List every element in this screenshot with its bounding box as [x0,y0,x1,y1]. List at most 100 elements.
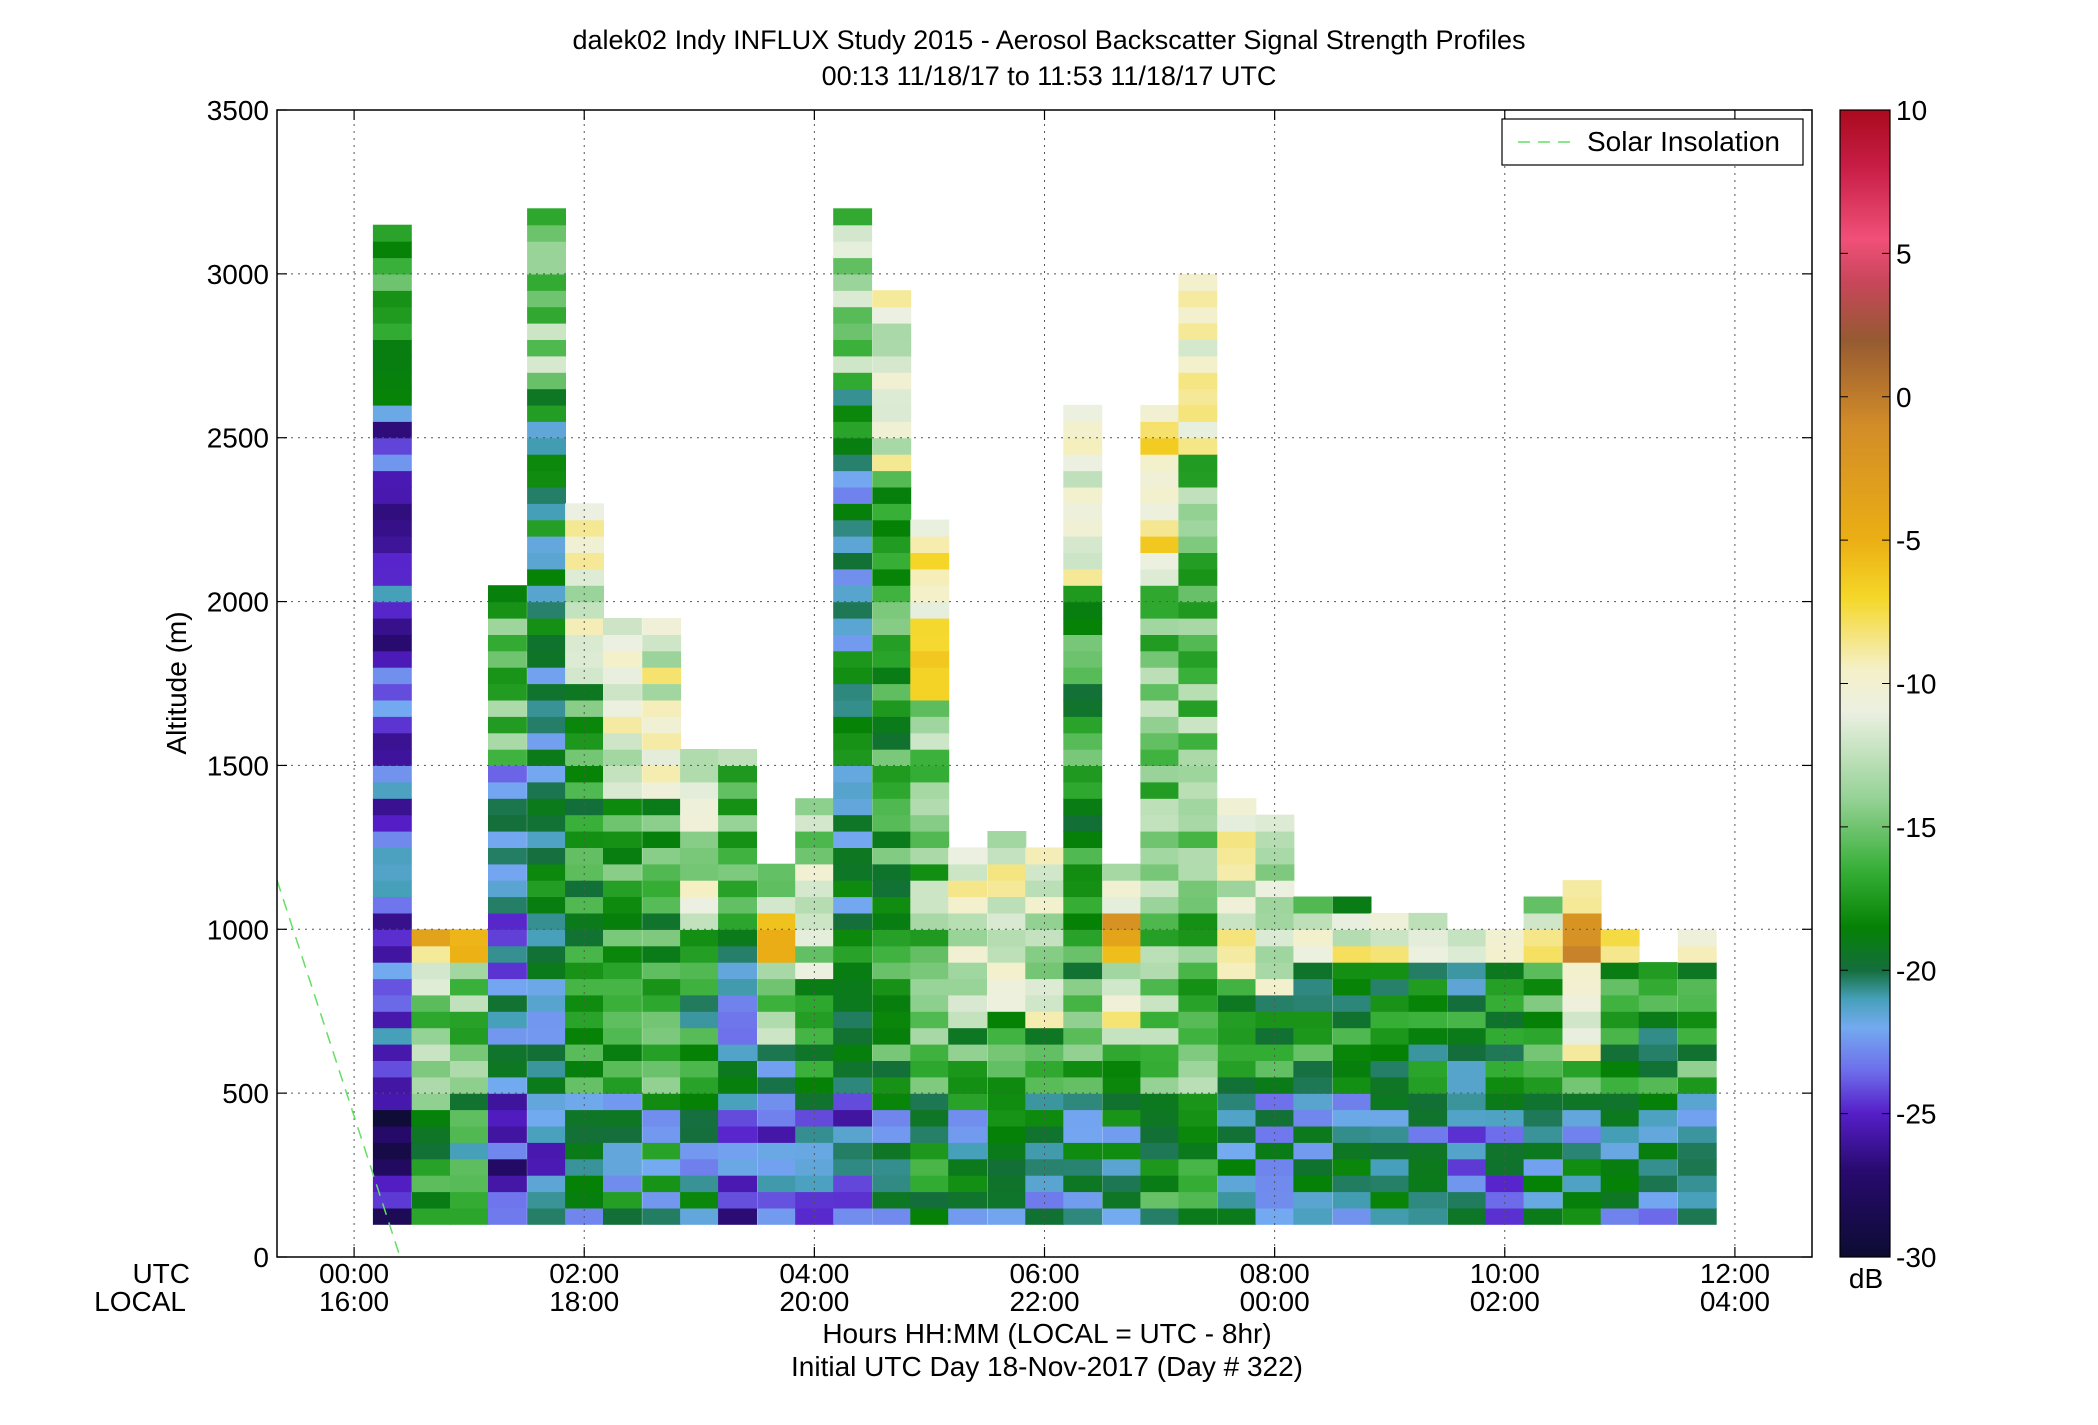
heatmap-cell [372,994,412,1012]
heatmap-cell [642,1175,682,1193]
heatmap-cell [1063,404,1103,422]
heatmap-cell [488,683,527,701]
heatmap-cell [872,388,912,406]
heatmap-cell [1600,1076,1640,1094]
heatmap-cell [450,1044,489,1061]
heatmap-cell [1217,978,1257,996]
heatmap-cell [795,847,835,865]
heatmap-cell [1102,1060,1142,1078]
heatmap-cell [1638,1027,1678,1045]
heatmap-cell [910,1142,950,1160]
heatmap-cell [527,290,566,308]
heatmap-cell [795,896,835,914]
heatmap-cell [833,404,873,422]
heatmap-cell [565,847,604,865]
heatmap-cell [1140,454,1180,472]
heatmap-cell [1293,896,1333,914]
heatmap-cell [1408,1044,1448,1061]
heatmap-cell [1178,1060,1218,1078]
heatmap-cell [1025,1044,1065,1061]
heatmap-cell [372,1060,412,1078]
heatmap-cell [795,1027,835,1045]
heatmap-cell [527,601,566,619]
heatmap-cell [1485,1060,1525,1078]
heatmap-cell [872,732,912,750]
x-tick-label-utc: 00:00 [319,1258,389,1289]
heatmap-cell [642,962,682,980]
heatmap-cell [1370,1142,1410,1160]
heatmap-cell [987,978,1027,996]
colorbar-tick-label: -15 [1896,812,1936,843]
heatmap-cell [527,978,566,996]
heatmap-cell [527,437,566,455]
heatmap-cell [987,962,1027,980]
heatmap-cell [1562,1060,1602,1078]
heatmap-cell [1600,945,1640,963]
heatmap-cell [488,1142,527,1160]
heatmap-cell [1677,1076,1717,1094]
heatmap-cell [1178,519,1218,537]
heatmap-cell [1178,454,1218,472]
heatmap-cell [412,1093,451,1111]
heatmap-cell [910,1191,950,1209]
heatmap-cell [680,994,719,1012]
heatmap-cell [1523,1044,1563,1061]
heatmap-cell [372,962,412,980]
heatmap-cell [872,536,912,553]
heatmap-cell [1178,896,1218,914]
heatmap-cell [948,1125,988,1143]
heatmap-cell [1102,1027,1142,1045]
heatmap-cell [833,306,873,324]
heatmap-cell [718,1093,757,1111]
heatmap-cell [757,1060,797,1078]
heatmap-cell [1140,1093,1180,1111]
colorbar-tick-label: 10 [1896,95,1927,126]
heatmap-cell [1140,437,1180,455]
heatmap-cell [1102,1125,1142,1143]
heatmap-cell [987,1093,1027,1111]
y-tick-label: 3500 [207,95,269,126]
heatmap-cell [1447,978,1487,996]
heatmap-cell [833,798,873,816]
heatmap-cell [872,716,912,734]
heatmap-cell [948,1109,988,1127]
heatmap-cell [1178,323,1218,340]
heatmap-cell [833,470,873,488]
heatmap-cell [910,896,950,914]
heatmap-cell [757,994,797,1012]
heatmap-cell [872,634,912,652]
heatmap-cell [872,323,912,340]
heatmap-cell [642,1011,682,1029]
heatmap-cell [872,1158,912,1176]
heatmap-cell [450,1093,489,1111]
heatmap-cell [1600,1125,1640,1143]
heatmap-cell [872,650,912,668]
solar-insolation-curve [276,879,401,1258]
heatmap-cell [488,1044,527,1061]
heatmap-cell [1178,1142,1218,1160]
heatmap-cell [948,1044,988,1061]
heatmap-cell [372,814,412,832]
heatmap-cell [1063,781,1103,799]
heatmap-cell [833,454,873,472]
heatmap-cell [1140,912,1180,930]
y-tick-label: 1000 [207,914,269,945]
heatmap-cell [372,880,412,898]
heatmap-cell [1178,568,1218,586]
heatmap-cell [680,1044,719,1061]
heatmap-cell [910,994,950,1012]
heatmap-cell [372,732,412,750]
heatmap-cell [603,699,642,717]
heatmap-cell [833,208,873,226]
heatmap-cell [1025,1027,1065,1045]
heatmap-cell [527,650,566,668]
heatmap-cell [987,1109,1027,1127]
heatmap-cell [1447,994,1487,1012]
heatmap-cell [642,1027,682,1045]
heatmap-cell [1485,1175,1525,1193]
heatmap-cell [527,208,566,226]
heatmap-cell [565,1044,604,1061]
heatmap-cell [910,847,950,865]
heatmap-cell [1217,1207,1257,1225]
heatmap-cell [603,929,642,947]
